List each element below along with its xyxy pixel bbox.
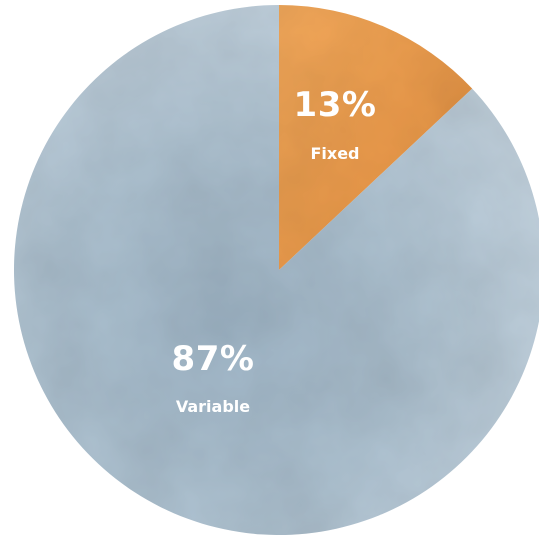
- pie-slice-variable: [14, 5, 539, 535]
- slice-label-variable: Variable: [176, 397, 250, 416]
- slice-value-fixed: 13%: [294, 85, 377, 125]
- pie-slice-fixed: [279, 5, 473, 270]
- slice-value-variable: 87%: [172, 339, 255, 379]
- pie-labels: 13% Fixed 87% Variable: [172, 85, 377, 416]
- slice-label-fixed: Fixed: [310, 144, 359, 163]
- pie-slices: [14, 5, 539, 535]
